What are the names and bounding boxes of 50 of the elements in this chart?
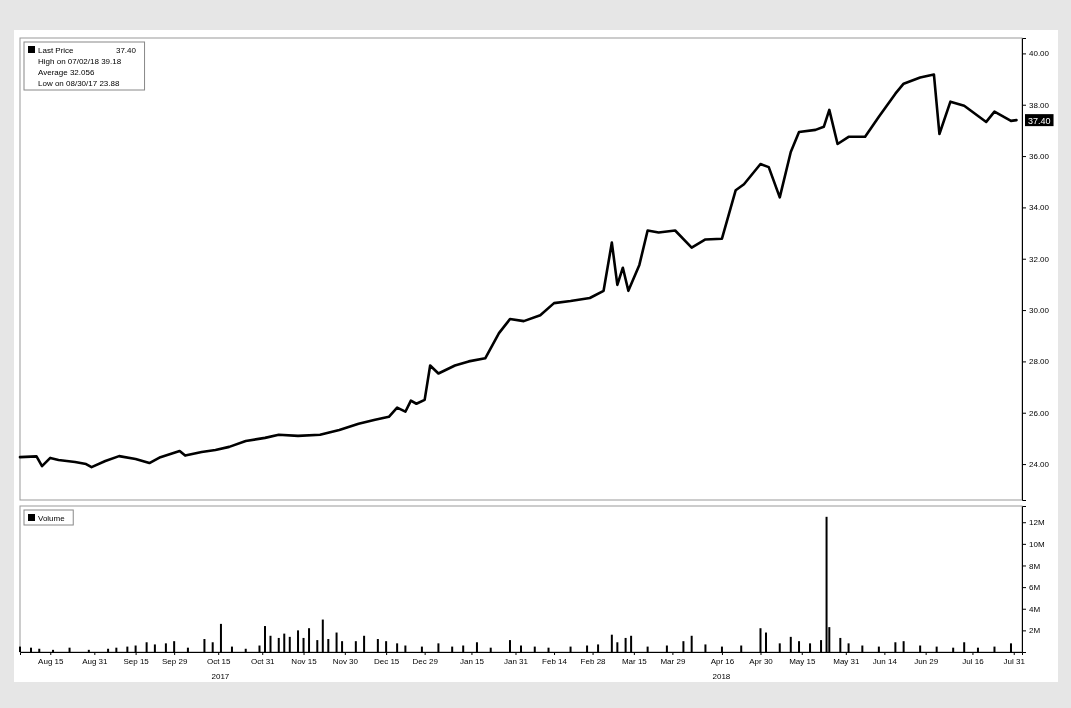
x-tick-label: Mar 29 <box>660 656 686 666</box>
x-tick-label: Jun 14 <box>872 656 898 666</box>
x-tick-label: Jun 29 <box>914 656 939 666</box>
x-tick-label: Aug 15 <box>38 656 65 666</box>
x-tick-label: Jan 31 <box>503 656 529 666</box>
text: 2017 <box>211 672 230 681</box>
x-tick-label: Oct 31 <box>250 656 276 666</box>
x-tick-label: Apr 16 <box>710 656 735 666</box>
y-tick-label: 28.00 <box>1029 357 1050 367</box>
y-tick-label: 32.00 <box>1029 254 1050 264</box>
x-tick-label: Dec 15 <box>373 656 400 666</box>
legend-label: Last Price <box>38 46 75 55</box>
x-tick-label: Nov 15 <box>291 656 318 666</box>
annotation: High on 07/02/18 39.18 <box>38 57 122 66</box>
y-tick-label: 40.00 <box>1029 49 1050 59</box>
y-tick-label: 2M <box>1029 626 1041 636</box>
y-tick-label: 34.00 <box>1029 203 1050 213</box>
text: 37.40 <box>115 46 136 55</box>
y-tick-label: 6M <box>1029 583 1041 593</box>
text: 2018 <box>712 672 731 681</box>
bar <box>302 637 305 652</box>
x-tick-label: Feb 14 <box>542 656 568 666</box>
x-tick-label: Jul 16 <box>962 656 985 666</box>
y-tick-label: 38.00 <box>1029 100 1050 110</box>
x-tick-label: Apr 30 <box>749 656 774 666</box>
x-tick-label: Aug 31 <box>82 656 109 666</box>
annotation: 37.40 <box>1028 115 1051 126</box>
x-tick-label: May 31 <box>833 656 860 666</box>
x-tick-label: May 15 <box>789 656 816 666</box>
annotation: Low on 08/30/17 23.88 <box>38 79 120 88</box>
y-tick-label: 24.00 <box>1029 460 1050 470</box>
y-tick-label: 4M <box>1029 604 1041 614</box>
y-tick-label: 8M <box>1029 561 1041 571</box>
annotation: Average 32.056 <box>38 68 95 77</box>
x-tick-label: Feb 28 <box>580 656 607 666</box>
legend-label: Volume <box>38 514 66 523</box>
x-tick-label: Jul 31 <box>1003 656 1026 666</box>
y-tick-label: 36.00 <box>1029 152 1050 162</box>
x-tick-label: Dec 29 <box>412 656 439 666</box>
x-tick-label: Nov 30 <box>332 656 359 666</box>
bar <box>134 645 137 652</box>
x-tick-label: Oct 15 <box>206 656 232 666</box>
y-tick-label: 10M <box>1029 539 1045 549</box>
y-tick-label: 12M <box>1029 518 1045 528</box>
x-tick-label: Mar 15 <box>621 656 648 666</box>
x-tick-label: Jan 15 <box>459 656 485 666</box>
y-tick-label: 26.00 <box>1029 408 1050 418</box>
x-tick-label: Sep 15 <box>123 656 150 666</box>
y-tick-label: 30.00 <box>1029 306 1050 316</box>
x-tick-label: Sep 29 <box>161 656 188 666</box>
